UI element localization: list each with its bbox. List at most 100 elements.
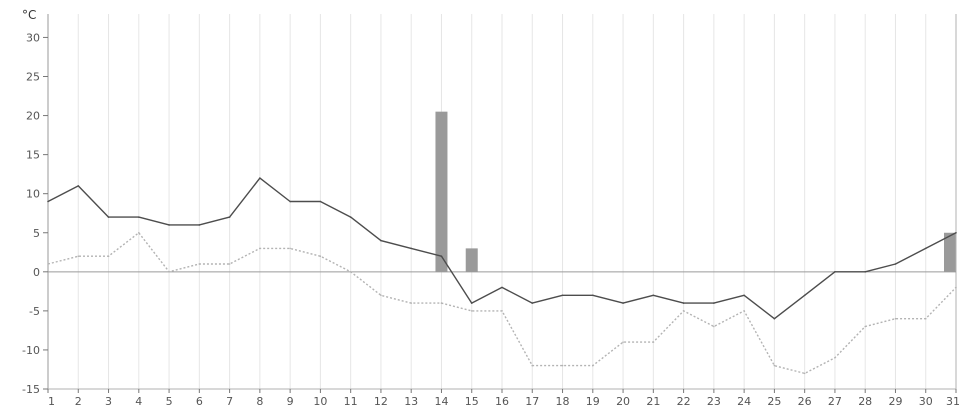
bar-day-15 [465, 248, 478, 272]
x-tick-label: 28 [858, 395, 872, 408]
max-point-day-30 [924, 247, 927, 250]
max-point-day-26 [803, 294, 806, 297]
y-tick-label: 25 [26, 71, 40, 84]
max-point-day-1 [47, 200, 49, 203]
max-point-day-18 [561, 294, 564, 297]
x-tick-label: 10 [313, 395, 327, 408]
min-point-day-12 [380, 294, 382, 297]
vertical-gridlines [47, 14, 957, 389]
x-tick-label: 12 [374, 395, 388, 408]
max-point-day-7 [228, 216, 231, 218]
x-tick-label: 23 [707, 395, 721, 408]
x-tick-label: 29 [888, 395, 902, 408]
x-tick-label: 22 [677, 395, 691, 408]
min-point-day-26 [803, 372, 806, 375]
y-tick-label: 0 [33, 266, 40, 279]
max-point-day-11 [349, 216, 352, 218]
x-tick-label: 15 [465, 395, 479, 408]
y-axis-unit-label: °C [22, 8, 36, 22]
y-tick-label: -15 [22, 383, 40, 396]
max-point-day-28 [864, 271, 866, 273]
max-point-day-13 [410, 247, 413, 250]
max-point-day-9 [289, 200, 291, 203]
min-point-day-15 [470, 310, 473, 312]
x-tick-label: 20 [616, 395, 630, 408]
min-point-day-16 [501, 310, 503, 312]
max-point-day-6 [198, 224, 201, 226]
x-tick-label: 8 [256, 395, 263, 408]
min-point-day-22 [682, 310, 685, 312]
max-point-day-29 [894, 263, 897, 265]
max-point-day-2 [77, 185, 80, 187]
x-tick-label: 4 [135, 395, 142, 408]
y-tick-label: 20 [26, 110, 40, 123]
x-tick-label: 11 [344, 395, 358, 408]
min-point-day-21 [652, 341, 655, 343]
min-point-day-19 [592, 364, 594, 367]
max-point-day-8 [259, 177, 261, 179]
x-tick-label: 18 [556, 395, 570, 408]
precipitation-bars [435, 111, 956, 272]
max-point-day-20 [622, 302, 624, 304]
min-point-day-9 [289, 247, 291, 250]
x-tick-label: 30 [919, 395, 933, 408]
x-tick-label: 21 [646, 395, 660, 408]
min-point-day-25 [773, 364, 776, 367]
x-tick-label: 2 [75, 395, 82, 408]
x-tick-label: 19 [586, 395, 600, 408]
bar-day-31 [944, 232, 956, 272]
max-point-day-3 [107, 216, 110, 218]
max-point-day-22 [682, 302, 685, 304]
max-point-day-19 [592, 294, 594, 297]
axes [43, 14, 957, 393]
y-tick-label: 5 [33, 227, 40, 240]
y-tick-label: 10 [26, 188, 40, 201]
bar-day-14 [435, 111, 448, 272]
x-tick-label: 3 [105, 395, 112, 408]
max-point-day-27 [834, 271, 836, 273]
max-point-day-14 [440, 255, 443, 257]
max-point-day-15 [470, 302, 473, 304]
max-point-day-21 [652, 294, 655, 297]
min-point-day-8 [259, 247, 261, 250]
x-tick-label: 17 [525, 395, 539, 408]
max-point-day-10 [319, 200, 322, 203]
min-point-day-2 [77, 255, 80, 257]
min-point-day-17 [531, 364, 534, 367]
min-point-day-28 [864, 325, 866, 328]
x-tick-label: 31 [946, 395, 960, 408]
min-point-day-5 [168, 271, 170, 273]
y-tick-label: -5 [29, 305, 40, 318]
y-tick-label: 30 [26, 31, 40, 44]
x-tick-label: 24 [737, 395, 751, 408]
x-tick-label: 6 [196, 395, 203, 408]
x-tick-label: 5 [166, 395, 173, 408]
max-point-day-17 [531, 302, 534, 304]
max-point-day-24 [743, 294, 745, 297]
max-point-day-16 [501, 286, 503, 289]
min-point-day-27 [834, 356, 836, 359]
min-point-day-24 [743, 310, 745, 312]
x-tick-label: 14 [434, 395, 448, 408]
min-point-day-31 [955, 286, 957, 289]
min-point-day-3 [107, 255, 110, 257]
max-point-day-4 [138, 216, 140, 218]
min-point-day-18 [561, 364, 564, 367]
max-point-day-23 [713, 302, 715, 304]
min-point-day-6 [198, 263, 201, 265]
min-point-day-10 [319, 255, 322, 257]
min-point-day-11 [349, 271, 352, 273]
x-tick-label: 25 [767, 395, 781, 408]
x-tick-label: 9 [287, 395, 294, 408]
max-point-day-12 [380, 239, 382, 242]
temperature-lines [47, 177, 957, 375]
min-point-day-29 [894, 317, 897, 320]
x-tick-label: 16 [495, 395, 509, 408]
min-point-day-23 [713, 325, 715, 328]
max-point-day-31 [955, 231, 957, 234]
y-tick-label: -10 [22, 344, 40, 357]
y-tick-label: 15 [26, 149, 40, 162]
min-point-day-13 [410, 302, 413, 304]
min-point-day-4 [138, 231, 140, 234]
